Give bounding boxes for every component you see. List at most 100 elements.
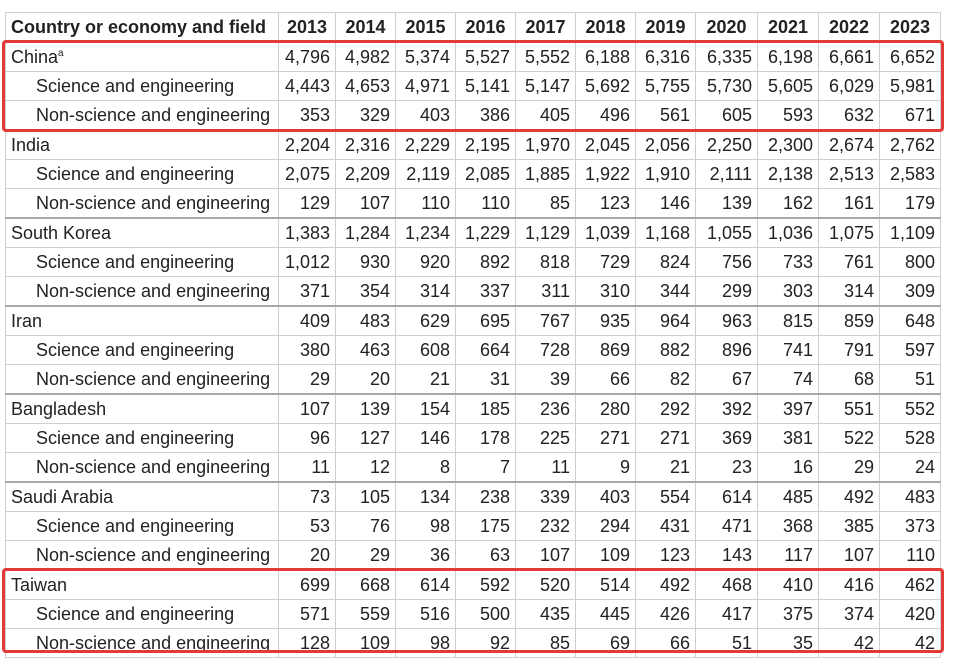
value-cell: 292: [635, 393, 696, 424]
value-cell: 303: [757, 276, 819, 307]
header-year: 2017: [515, 12, 576, 43]
field-label: Science and engineering: [5, 423, 279, 453]
value-cell: 416: [818, 569, 880, 600]
value-cell: 1,129: [515, 217, 576, 248]
value-cell: 294: [575, 511, 636, 541]
value-cell: 76: [335, 511, 396, 541]
value-cell: 63: [455, 540, 516, 571]
value-cell: 73: [278, 481, 336, 512]
value-cell: 592: [455, 569, 516, 600]
value-cell: 110: [879, 540, 941, 571]
value-cell: 29: [278, 364, 336, 395]
value-cell: 1,012: [278, 247, 336, 277]
value-cell: 337: [455, 276, 516, 307]
value-cell: 353: [278, 100, 336, 131]
value-cell: 420: [879, 599, 941, 629]
value-cell: 6,652: [879, 41, 941, 72]
value-cell: 175: [455, 511, 516, 541]
value-cell: 314: [395, 276, 456, 307]
value-cell: 1,383: [278, 217, 336, 248]
value-cell: 6,335: [695, 41, 758, 72]
value-cell: 522: [818, 423, 880, 453]
value-cell: 35: [757, 628, 819, 658]
value-cell: 695: [455, 305, 516, 336]
value-cell: 614: [395, 569, 456, 600]
country-label: Bangladesh: [5, 393, 279, 424]
value-cell: 271: [575, 423, 636, 453]
value-cell: 185: [455, 393, 516, 424]
value-cell: 756: [695, 247, 758, 277]
value-cell: 67: [695, 364, 758, 395]
value-cell: 426: [635, 599, 696, 629]
country-row: Saudi Arabia 73 105 134 238 339 403 554 614 485 49…: [5, 481, 941, 512]
value-cell: 815: [757, 305, 819, 336]
field-label: Science and engineering: [5, 599, 279, 629]
value-cell: 463: [335, 335, 396, 365]
value-cell: 896: [695, 335, 758, 365]
field-label: Non-science and engineering: [5, 364, 279, 395]
value-cell: 767: [515, 305, 576, 336]
value-cell: 109: [575, 540, 636, 571]
value-cell: 178: [455, 423, 516, 453]
value-cell: 375: [757, 599, 819, 629]
value-cell: 462: [879, 569, 941, 600]
value-cell: 109: [335, 628, 396, 658]
value-cell: 68: [818, 364, 880, 395]
value-cell: 31: [455, 364, 516, 395]
value-cell: 129: [278, 188, 336, 219]
value-cell: 1,229: [455, 217, 516, 248]
value-cell: 699: [278, 569, 336, 600]
value-cell: 2,229: [395, 129, 456, 160]
value-cell: 920: [395, 247, 456, 277]
value-cell: 386: [455, 100, 516, 131]
value-cell: 632: [818, 100, 880, 131]
field-label: Science and engineering: [5, 247, 279, 277]
value-cell: 381: [757, 423, 819, 453]
value-cell: 4,796: [278, 41, 336, 72]
value-cell: 671: [879, 100, 941, 131]
value-cell: 74: [757, 364, 819, 395]
header-year: 2020: [695, 12, 758, 43]
country-name: South Korea: [11, 223, 112, 243]
value-cell: 2,762: [879, 129, 941, 160]
value-cell: 403: [395, 100, 456, 131]
value-cell: 468: [695, 569, 758, 600]
value-cell: 4,982: [335, 41, 396, 72]
country-label: Chinaa: [5, 41, 279, 72]
value-cell: 431: [635, 511, 696, 541]
value-cell: 66: [635, 628, 696, 658]
value-cell: 127: [335, 423, 396, 453]
header-year: 2022: [818, 12, 880, 43]
value-cell: 98: [395, 511, 456, 541]
value-cell: 85: [515, 188, 576, 219]
value-cell: 1,284: [335, 217, 396, 248]
value-cell: 2,195: [455, 129, 516, 160]
value-cell: 82: [635, 364, 696, 395]
value-cell: 741: [757, 335, 819, 365]
field-label: Non-science and engineering: [5, 452, 279, 483]
value-cell: 6,661: [818, 41, 880, 72]
value-cell: 354: [335, 276, 396, 307]
value-cell: 96: [278, 423, 336, 453]
value-cell: 403: [575, 481, 636, 512]
value-cell: 123: [575, 188, 636, 219]
value-cell: 2,513: [818, 159, 880, 189]
value-cell: 11: [515, 452, 576, 483]
value-cell: 179: [879, 188, 941, 219]
field-label: Non-science and engineering: [5, 100, 279, 131]
country-row: Bangladesh 107 139 154 185 236 280 292 392 397 551…: [5, 393, 941, 424]
value-cell: 5,141: [455, 71, 516, 101]
value-cell: 410: [757, 569, 819, 600]
value-cell: 1,075: [818, 217, 880, 248]
value-cell: 483: [879, 481, 941, 512]
se-row: Science and engineering 53 76 98 175 232 294 43…: [5, 511, 941, 541]
value-cell: 117: [757, 540, 819, 571]
field-label: Non-science and engineering: [5, 188, 279, 219]
value-cell: 12: [335, 452, 396, 483]
value-cell: 20: [335, 364, 396, 395]
value-cell: 2,674: [818, 129, 880, 160]
value-cell: 368: [757, 511, 819, 541]
value-cell: 2,583: [879, 159, 941, 189]
header-year: 2019: [635, 12, 696, 43]
value-cell: 339: [515, 481, 576, 512]
